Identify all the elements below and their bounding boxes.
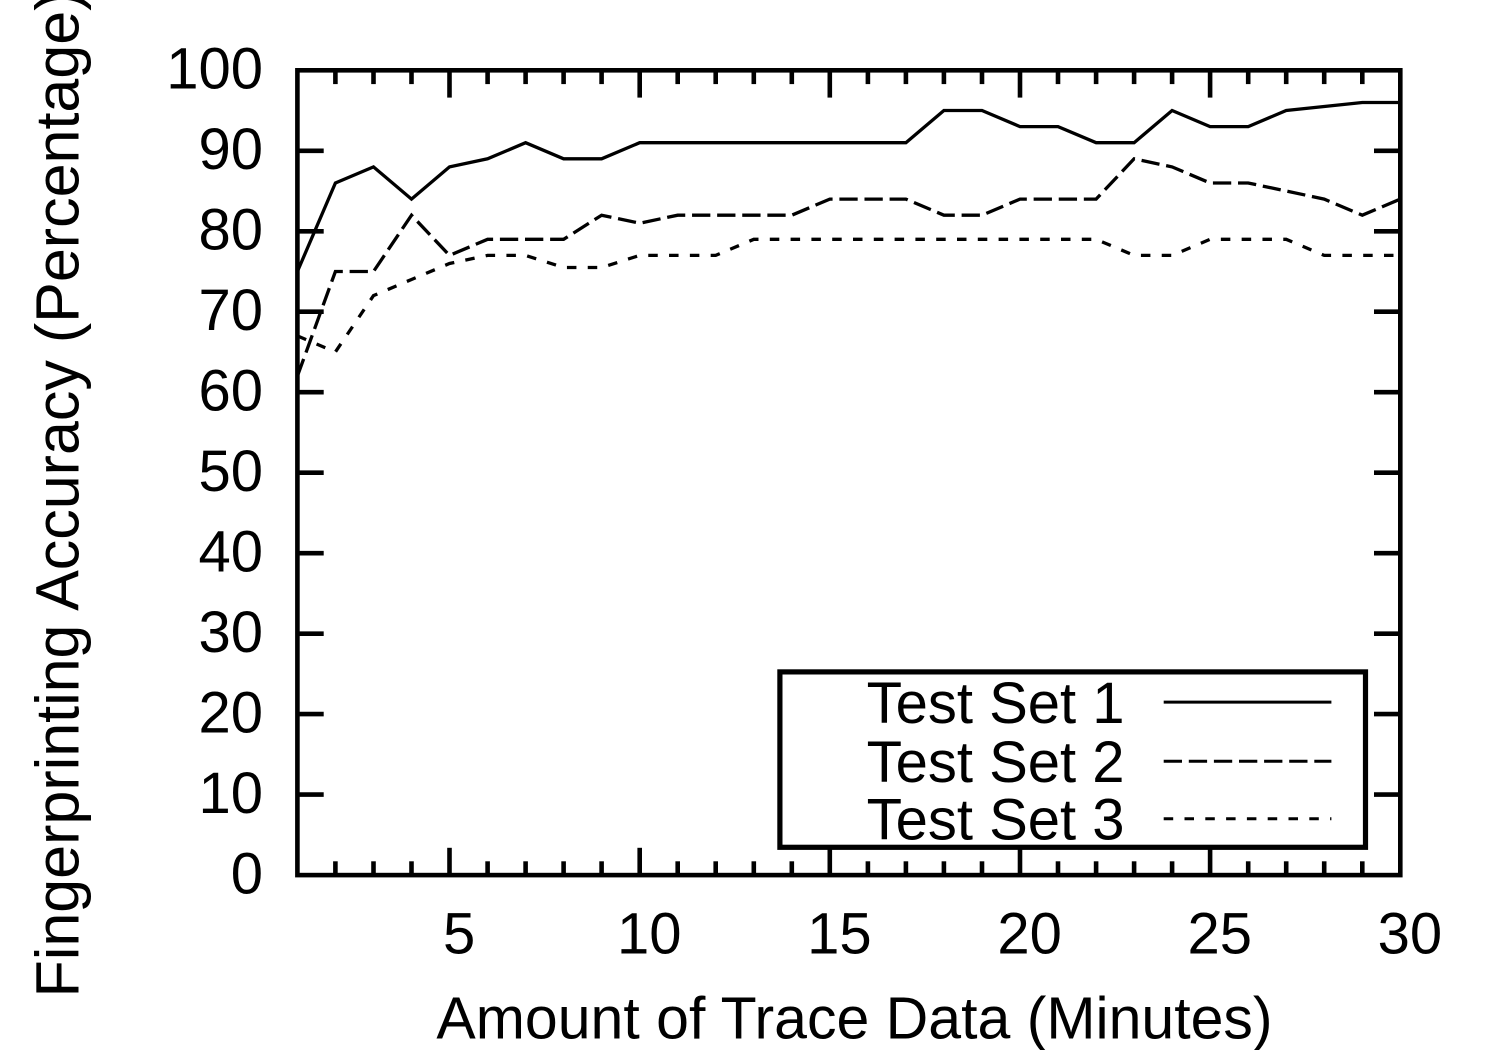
svg-text:0: 0 [231,841,263,906]
svg-text:Test Set 3: Test Set 3 [867,788,1125,853]
svg-text:30: 30 [1378,902,1443,967]
svg-text:Amount of Trace Data (Minutes): Amount of Trace Data (Minutes) [436,986,1272,1050]
svg-text:80: 80 [198,198,263,263]
svg-text:25: 25 [1187,902,1252,967]
svg-text:30: 30 [198,600,263,665]
svg-text:10: 10 [198,761,263,826]
svg-text:90: 90 [198,117,263,182]
svg-text:15: 15 [807,902,872,967]
svg-text:100: 100 [166,37,263,102]
svg-text:60: 60 [198,359,263,424]
svg-text:10: 10 [617,902,682,967]
svg-text:70: 70 [198,278,263,343]
svg-text:20: 20 [997,902,1062,967]
svg-text:50: 50 [198,439,263,504]
svg-text:Test Set 1: Test Set 1 [867,671,1125,736]
svg-text:20: 20 [198,680,263,745]
svg-text:40: 40 [198,520,263,585]
svg-text:5: 5 [443,902,475,967]
svg-text:Fingerprinting Accuracy (Perce: Fingerprinting Accuracy (Percentage) [24,0,92,997]
svg-text:Test Set 2: Test Set 2 [867,730,1125,795]
